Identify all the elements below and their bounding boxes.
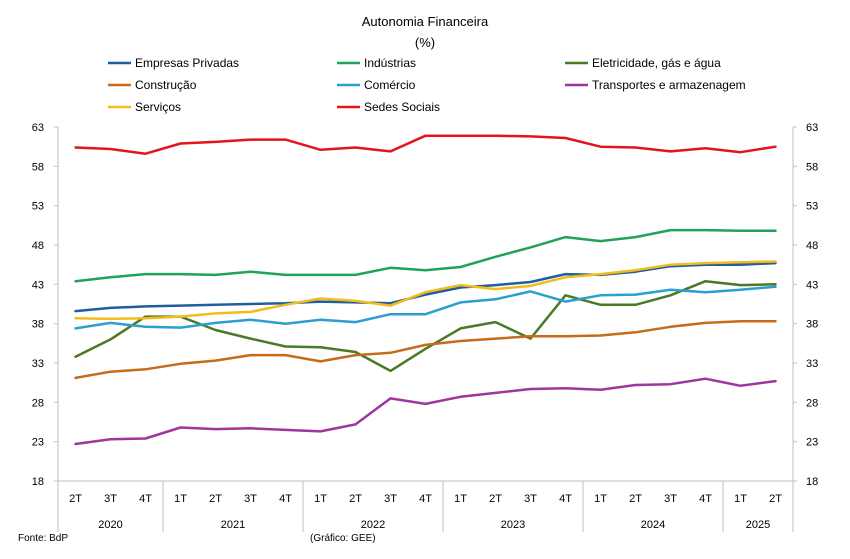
x-tick-label: 1T <box>174 493 187 505</box>
year-label: 2022 <box>361 519 385 531</box>
y-tick-label-right: 38 <box>806 319 818 331</box>
y-tick-label-left: 48 <box>32 240 44 252</box>
legend-label: Sedes Sociais <box>364 100 440 114</box>
x-tick-label: 1T <box>734 493 747 505</box>
series-line <box>74 261 777 313</box>
year-label: 2025 <box>746 519 770 531</box>
y-tick-label-left: 28 <box>32 397 44 409</box>
y-tick-label-right: 18 <box>806 476 818 488</box>
y-tick-label-left: 63 <box>32 122 44 134</box>
legend-label: Eletricidade, gás e água <box>592 56 721 70</box>
x-tick-label: 4T <box>559 493 572 505</box>
x-tick-label: 3T <box>384 493 397 505</box>
x-tick-label: 2T <box>69 493 82 505</box>
y-tick-label-right: 28 <box>806 397 818 409</box>
x-tick-label: 2T <box>349 493 362 505</box>
y-tick-label-right: 23 <box>806 437 818 449</box>
axes: 18 18 23 23 28 28 33 33 38 38 43 43 48 48 53 53 58 58 63 63… <box>32 122 818 532</box>
y-tick-label-left: 33 <box>32 358 44 370</box>
chart-subtitle: (%) <box>415 35 435 50</box>
series-layer <box>74 134 777 446</box>
x-tick-label: 4T <box>279 493 292 505</box>
y-tick-label-right: 33 <box>806 358 818 370</box>
series-line <box>74 134 777 155</box>
x-tick-label: 3T <box>104 493 117 505</box>
y-tick-label-left: 58 <box>32 161 44 173</box>
x-tick-label: 1T <box>594 493 607 505</box>
chart-title: Autonomia Financeira <box>362 14 489 29</box>
x-tick-label: 2T <box>489 493 502 505</box>
legend-label: Serviços <box>135 100 181 114</box>
x-tick-label: 1T <box>314 493 327 505</box>
year-label: 2023 <box>501 519 525 531</box>
y-tick-label-left: 23 <box>32 437 44 449</box>
series-line <box>74 320 777 380</box>
series-line <box>74 285 777 330</box>
legend-label: Empresas Privadas <box>135 56 239 70</box>
x-tick-label: 4T <box>699 493 712 505</box>
y-tick-label-right: 63 <box>806 122 818 134</box>
series-line <box>74 260 777 321</box>
legend: Empresas Privadas Indústrias Eletricidade,… <box>108 56 746 114</box>
x-tick-label: 4T <box>419 493 432 505</box>
series-line <box>74 279 777 373</box>
legend-label: Indústrias <box>364 56 416 70</box>
y-tick-label-right: 48 <box>806 240 818 252</box>
y-tick-label-right: 58 <box>806 161 818 173</box>
credit-note: (Gráfico: GEE) <box>310 533 376 544</box>
legend-label: Comércio <box>364 78 416 92</box>
legend-label: Construção <box>135 78 197 92</box>
y-tick-label-right: 43 <box>806 279 818 291</box>
year-label: 2020 <box>98 519 122 531</box>
y-tick-label-left: 53 <box>32 201 44 213</box>
x-tick-label: 3T <box>244 493 257 505</box>
x-tick-label: 3T <box>524 493 537 505</box>
x-tick-label: 3T <box>664 493 677 505</box>
y-tick-label-right: 53 <box>806 201 818 213</box>
series-line <box>74 228 777 283</box>
x-tick-label: 2T <box>769 493 782 505</box>
x-tick-label: 4T <box>139 493 152 505</box>
y-tick-label-left: 43 <box>32 279 44 291</box>
source-note: Fonte: BdP <box>18 533 68 544</box>
series-line <box>74 377 777 446</box>
legend-label: Transportes e armazenagem <box>592 78 746 92</box>
year-label: 2021 <box>221 519 245 531</box>
year-label: 2024 <box>641 519 665 531</box>
x-tick-label: 2T <box>209 493 222 505</box>
y-tick-label-left: 18 <box>32 476 44 488</box>
x-tick-label: 1T <box>454 493 467 505</box>
y-tick-label-left: 38 <box>32 319 44 331</box>
x-tick-label: 2T <box>629 493 642 505</box>
